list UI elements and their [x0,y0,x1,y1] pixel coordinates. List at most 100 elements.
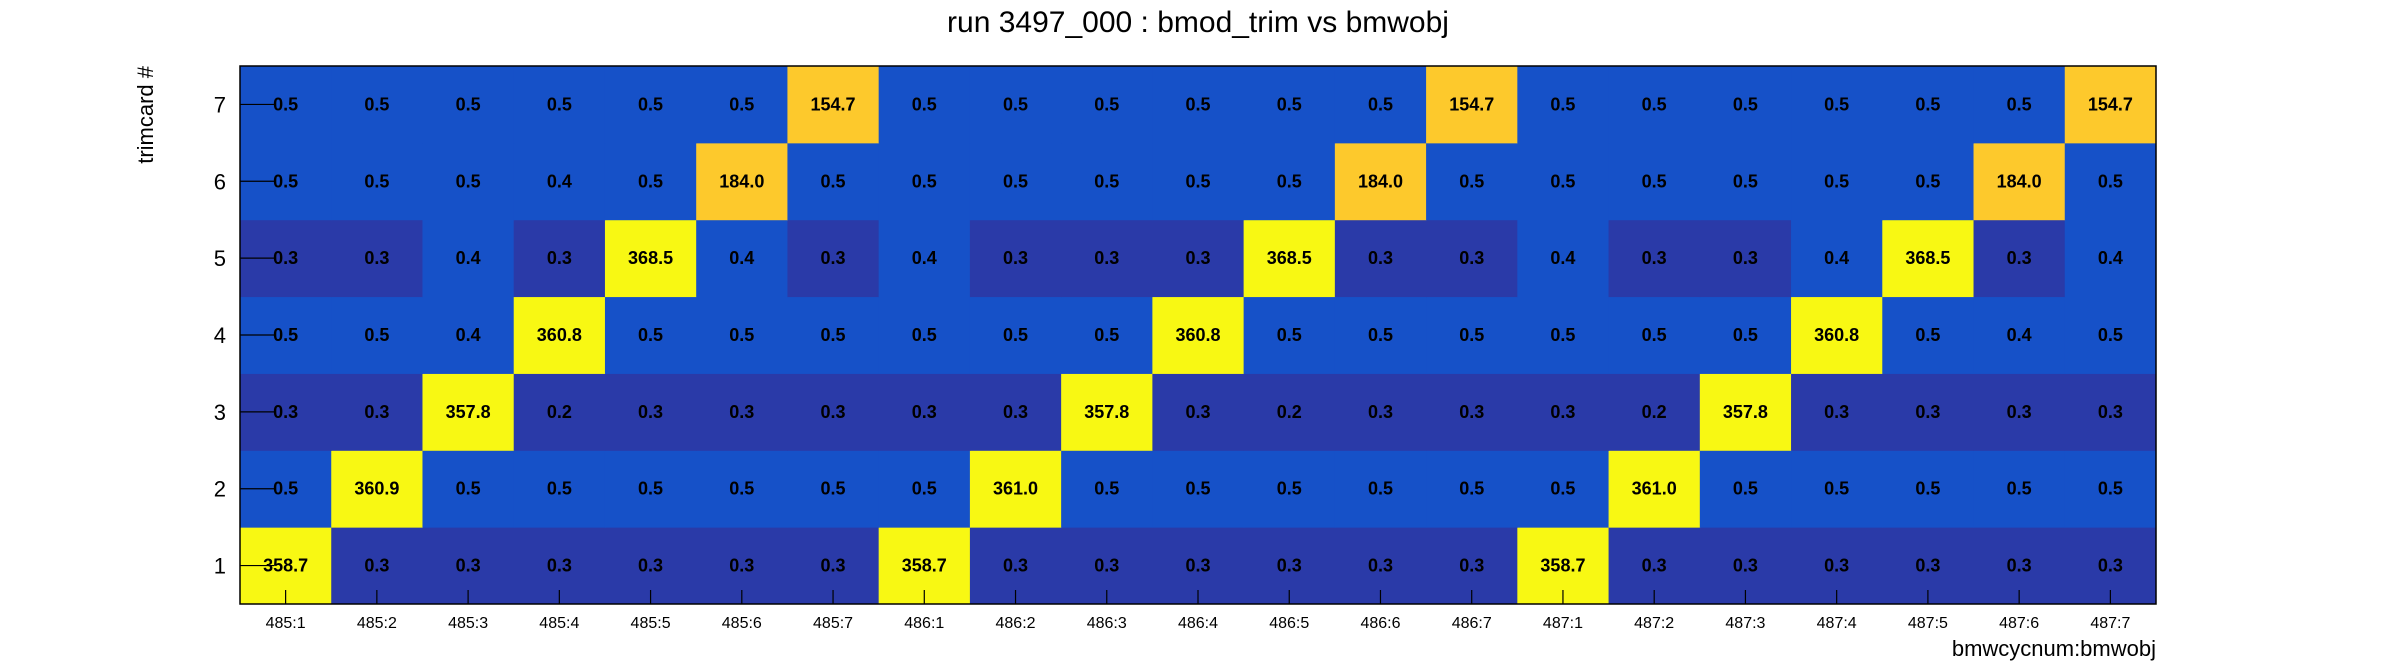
x-tick-label: 486:1 [904,615,944,632]
heatmap-cell [1791,373,1883,451]
heatmap-cell [1334,219,1427,298]
heatmap-cell [1517,373,1610,451]
heatmap-cell [1243,142,1336,221]
cell-value-label: 154.7 [1449,94,1494,114]
heatmap-cell [1608,219,1701,298]
heatmap-cell [331,373,423,451]
cell-value-label: 0.3 [1185,556,1210,576]
cell-value-label: 0.5 [1003,94,1028,114]
cell-value-label: 0.5 [1277,325,1302,345]
cell-value-label: 0.4 [547,171,572,191]
cell-value-label: 0.5 [1185,479,1210,499]
cell-value-label: 0.5 [1550,479,1575,499]
heatmap-cell [1882,373,1975,451]
cell-value-label: 357.8 [446,402,491,422]
cell-value-label: 0.3 [364,402,389,422]
heatmap-cell [1608,450,1701,528]
cell-value-label: 0.5 [1915,171,1940,191]
cell-value-label: 0.3 [912,402,937,422]
cell-value-label: 0.5 [273,94,298,114]
heatmap-cell [513,296,606,374]
cell-value-label: 154.7 [811,94,856,114]
heatmap-cell [969,219,1062,298]
heatmap-cell [1152,296,1245,374]
heatmap-cell [1973,219,2066,298]
cell-value-label: 0.5 [912,479,937,499]
heatmap-cell [513,373,606,451]
heatmap-cell [1699,373,1792,451]
cell-value-label: 0.5 [2098,171,2123,191]
heatmap-cell [1061,373,1153,451]
cell-value-label: 0.3 [1277,556,1302,576]
heatmap-cell [2064,373,2157,451]
cell-value-label: 0.5 [364,325,389,345]
cell-value-label: 0.5 [364,94,389,114]
cell-value-label: 0.5 [1459,171,1484,191]
cell-value-labels: 358.7 0.3 0.3 0.3 0.3 0.3 0.3 358.7 0.3 0.3 0.3 0.3… [263,94,2133,575]
heatmap-cell [1791,296,1883,374]
heatmap-cell [1608,296,1701,374]
chart-title: run 3497_000 : bmod_trim vs bmwobj [947,6,1449,39]
cell-value-label: 0.3 [1094,556,1119,576]
cell-value-label: 0.5 [1824,479,1849,499]
heatmap-cell [1426,296,1518,374]
cell-value-label: 0.5 [1277,171,1302,191]
cell-value-label: 0.2 [1642,402,1667,422]
heatmap-cell [1243,296,1336,374]
cell-value-label: 0.5 [1642,94,1667,114]
cell-value-label: 0.5 [1550,94,1575,114]
heatmap-cell [604,296,697,374]
cell-value-label: 0.5 [729,325,754,345]
cell-value-label: 358.7 [1540,556,1585,576]
x-tick-label: 486:2 [996,615,1036,632]
x-tick-label: 486:3 [1087,615,1127,632]
cell-value-label: 0.3 [1733,248,1758,268]
x-tick-label: 487:5 [1908,615,1948,632]
cell-value-label: 0.5 [821,171,846,191]
heatmap-cell [2064,296,2157,374]
heatmap-cell [787,219,880,298]
cell-value-label: 154.7 [2088,94,2133,114]
cell-value-label: 0.5 [1459,479,1484,499]
heatmap-cell [1699,450,1792,528]
heatmap-cell [1973,450,2066,528]
x-tick-label: 485:1 [266,615,306,632]
cell-value-label: 0.5 [456,94,481,114]
y-tick-label: 3 [214,400,226,425]
heatmap-cell [696,296,788,374]
heatmap-cell [1882,296,1975,374]
cell-value-label: 0.4 [456,325,481,345]
cell-value-label: 0.5 [1550,171,1575,191]
heatmap-cell [1699,296,1792,374]
heatmap-cell [1882,142,1975,221]
cell-value-label: 0.5 [1733,325,1758,345]
cell-value-label: 0.5 [456,479,481,499]
heatmap-cell [1973,296,2066,374]
y-tick-label: 4 [214,323,226,348]
heatmap-cell [513,66,606,144]
x-tick-label: 485:3 [448,615,488,632]
cell-value-label: 0.5 [1003,325,1028,345]
cell-value-label: 0.3 [638,556,663,576]
cell-value-label: 0.3 [729,402,754,422]
x-axis: 485:1 485:2 485:3 485:4 485:5 485:6 485:7 486:1… [266,590,2130,632]
heatmap-cell [604,66,697,144]
cell-value-label: 0.3 [1185,248,1210,268]
cell-value-label: 0.5 [273,479,298,499]
cell-value-label: 0.3 [273,248,298,268]
cell-value-label: 0.2 [1277,402,1302,422]
x-tick-label: 486:4 [1178,615,1218,632]
heatmap-cell [1243,219,1336,298]
x-tick-label: 485:6 [722,615,762,632]
x-tick-label: 486:7 [1452,615,1492,632]
cell-value-label: 0.5 [1915,325,1940,345]
cell-value-label: 0.3 [1642,248,1667,268]
cell-value-label: 0.5 [1733,479,1758,499]
heatmap-cell [513,219,606,298]
cell-value-label: 361.0 [1632,479,1677,499]
heatmap-cell [1061,450,1153,528]
cell-value-label: 0.3 [1003,402,1028,422]
heatmap-cell [1791,219,1883,298]
x-tick-label: 487:1 [1543,615,1583,632]
heatmap-cell [1426,142,1518,221]
